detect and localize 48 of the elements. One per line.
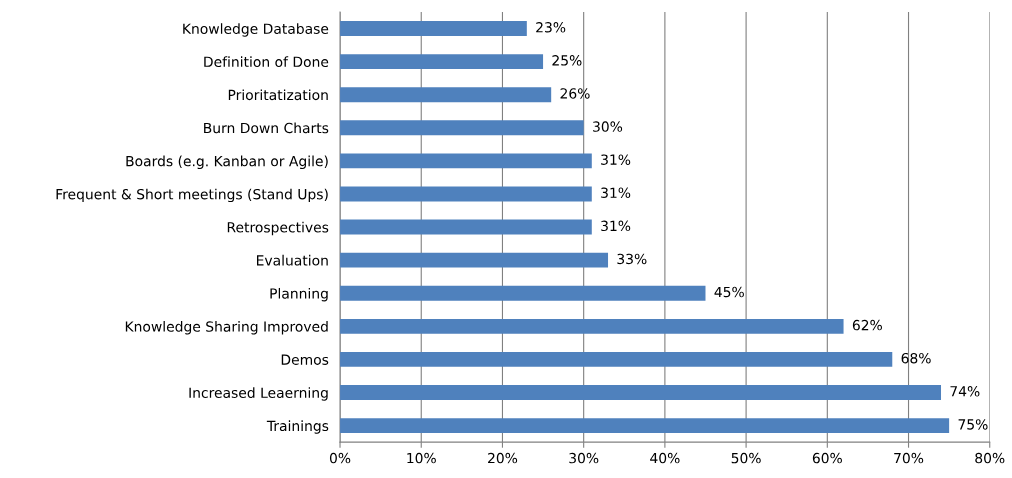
data-label: 23% [536, 22, 566, 33]
bar [340, 120, 584, 136]
y-tick-label: Retrospectives [227, 221, 329, 236]
y-tick-label: Boards (e.g. Kanban or Agile) [126, 155, 328, 170]
y-tick-label: Trainings [266, 420, 329, 434]
data-label: 68% [901, 352, 931, 364]
data-label: 62% [852, 319, 882, 331]
x-tick-label: 30% [569, 452, 599, 464]
bar [340, 252, 609, 268]
data-label: 30% [593, 121, 623, 132]
bar [340, 318, 844, 334]
y-tick-label: Burn Down Charts [204, 122, 329, 134]
x-tick-label: 10% [407, 452, 436, 464]
data-label: 31% [601, 220, 631, 232]
x-tick-label: 0% [329, 452, 351, 464]
bar [340, 285, 706, 301]
data-label: 45% [714, 286, 744, 298]
bar [340, 21, 527, 36]
x-tick-label: 40% [650, 452, 680, 464]
bar [340, 418, 950, 434]
bar [340, 186, 592, 202]
data-label: 31% [601, 187, 631, 198]
bar [340, 153, 592, 169]
y-tick-label: Frequent & Short meetings (Stand Ups) [56, 188, 328, 203]
x-tick-label: 60% [812, 452, 842, 464]
y-tick-label: Knowledge Database [183, 23, 329, 37]
y-tick-label: Definition of Done [204, 56, 329, 68]
bar [340, 54, 544, 70]
x-tick-label: 50% [731, 452, 761, 464]
data-label: 74% [950, 386, 980, 397]
data-label: 75% [958, 419, 988, 430]
x-tick-label: 20% [488, 452, 518, 464]
x-tick-label: 80% [975, 452, 1005, 464]
bar [340, 87, 552, 103]
y-tick-label: Knowledge Sharing Improved [125, 321, 328, 335]
y-tick-label: Increased Leaerning [189, 387, 328, 401]
bar [340, 351, 893, 367]
data-label: 33% [617, 253, 647, 265]
y-tick-label: Demos [281, 354, 329, 365]
data-label: 26% [560, 88, 590, 99]
y-tick-label: Prioritatization [228, 89, 328, 101]
y-tick-label: Planning [270, 287, 328, 302]
y-tick-label: Evaluation [257, 254, 328, 266]
bar [340, 385, 942, 400]
data-label: 31% [601, 154, 631, 165]
data-label: 25% [552, 55, 582, 66]
bar [340, 219, 592, 235]
x-tick-label: 70% [894, 452, 924, 464]
